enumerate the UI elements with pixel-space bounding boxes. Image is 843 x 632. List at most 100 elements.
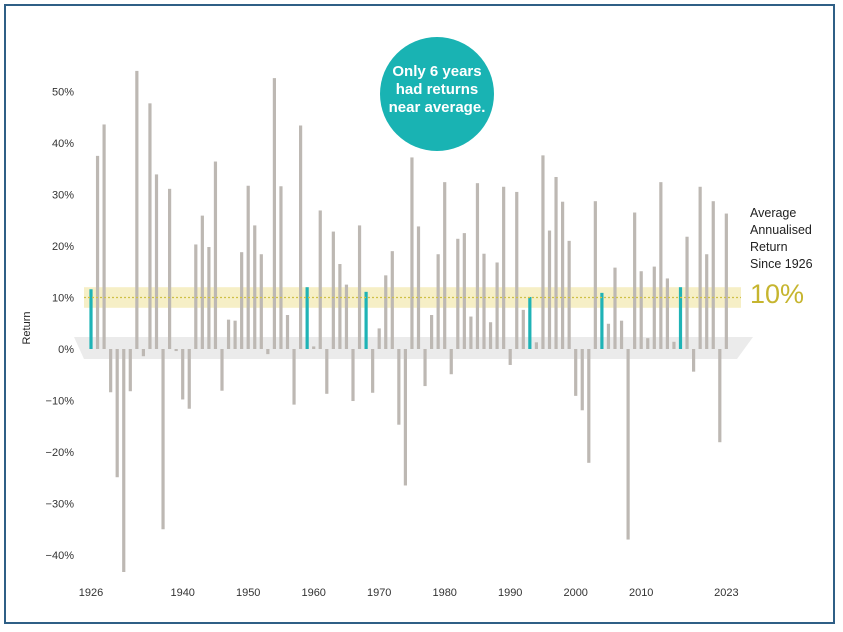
bar-1973 <box>397 349 401 425</box>
bar-1955 <box>279 186 283 349</box>
bar-1995 <box>541 155 545 349</box>
bar-1953 <box>266 349 270 355</box>
returns-bar-chart: 50%40%30%20%10%0%−10%−20%−30%−40% 1926 19… <box>21 37 813 599</box>
bar-1937 <box>161 349 165 530</box>
bar-1940 <box>181 349 185 400</box>
bar-highlight-2004 <box>600 292 604 349</box>
bar-1990 <box>508 349 512 365</box>
bar-1928 <box>102 124 106 350</box>
bar-1958 <box>299 125 303 350</box>
bar-1971 <box>384 275 388 349</box>
bar-2019 <box>698 186 702 349</box>
bar-1982 <box>456 238 460 349</box>
y-tick-label: 10% <box>52 293 74 305</box>
avg-label-line-3: Return <box>750 240 788 254</box>
bar-1970 <box>377 328 381 349</box>
bar-1948 <box>233 320 237 349</box>
bar-1978 <box>430 315 434 349</box>
bar-1977 <box>423 349 427 387</box>
bar-1936 <box>154 174 159 349</box>
bar-1985 <box>475 183 480 349</box>
bar-1976 <box>416 226 421 349</box>
bar-2013 <box>659 182 663 349</box>
average-annotation: Average Annualised Return Since 1926 10% <box>750 206 813 309</box>
bar-1965 <box>344 284 349 349</box>
bar-1969 <box>371 349 375 393</box>
bar-1991 <box>515 191 519 349</box>
bar-2007 <box>619 320 624 349</box>
bar-2010 <box>639 271 643 349</box>
bar-1942 <box>194 244 198 349</box>
bar-1947 <box>226 319 231 349</box>
bar-2008 <box>626 349 630 540</box>
x-tick-label: 1980 <box>432 587 456 599</box>
bar-1979 <box>436 254 440 349</box>
bar-2000 <box>574 349 578 396</box>
bar-1963 <box>331 231 335 349</box>
bar-1994 <box>534 342 538 349</box>
bar-1984 <box>469 316 473 349</box>
bar-2020 <box>705 254 709 349</box>
bar-highlight-1968 <box>364 291 368 349</box>
bar-1998 <box>561 201 565 349</box>
bar-1987 <box>488 322 493 349</box>
bar-1964 <box>338 264 342 349</box>
bar-1941 <box>187 349 191 409</box>
bar-1927 <box>95 155 100 349</box>
y-axis-label: Return <box>21 311 33 344</box>
x-tick-label: 2010 <box>629 587 653 599</box>
bar-2002 <box>587 349 591 463</box>
bar-1957 <box>292 349 296 405</box>
y-axis-ticks: 50% 40% 30% 20% 10% 0% −10% −20% −30% −40% <box>46 87 75 563</box>
bar-highlight-2016 <box>678 287 683 349</box>
bar-highlight-1993 <box>528 296 532 349</box>
bar-1933 <box>135 70 139 350</box>
bar-1951 <box>253 225 257 349</box>
bar-1974 <box>403 349 407 486</box>
bar-highlight-1926 <box>89 289 93 349</box>
callout-line-3: near average. <box>389 99 486 116</box>
bar-1972 <box>390 251 394 349</box>
bar-1980 <box>443 182 447 349</box>
callout-bubble-circle <box>380 37 494 151</box>
bar-highlight-1959 <box>305 287 309 349</box>
bar-1932 <box>128 349 132 392</box>
callout-line-2: had returns <box>396 81 479 98</box>
avg-label-line-2: Annualised <box>750 223 812 237</box>
x-axis-ticks: 1926 1940 1950 1960 1970 1980 1990 2000 2010 2023 <box>79 587 739 599</box>
bar-1950 <box>246 185 250 349</box>
bar-1943 <box>200 215 204 349</box>
bar-1961 <box>318 210 322 349</box>
bar-1954 <box>272 78 276 350</box>
bar-1945 <box>213 161 218 349</box>
bar-2003 <box>593 201 597 349</box>
bar-1929 <box>109 349 113 393</box>
bar-2018 <box>692 349 696 372</box>
callout-line-1: Only 6 years <box>392 63 481 80</box>
bar-2009 <box>633 212 637 349</box>
bar-1962 <box>325 349 329 394</box>
y-tick-label: −30% <box>46 499 75 511</box>
y-tick-label: 40% <box>52 138 74 150</box>
bar-1952 <box>259 254 263 349</box>
x-tick-label: 1970 <box>367 587 391 599</box>
bar-1934 <box>141 349 145 357</box>
bar-2023 <box>724 213 728 349</box>
x-tick-label: 2023 <box>714 587 738 599</box>
bar-1983 <box>462 233 466 349</box>
x-tick-label: 1950 <box>236 587 260 599</box>
avg-label-line-1: Average <box>750 206 796 220</box>
x-tick-label: 1940 <box>170 587 194 599</box>
bar-2006 <box>613 267 617 349</box>
bar-1930 <box>115 349 119 478</box>
bar-1975 <box>410 157 414 349</box>
bar-1988 <box>495 262 499 349</box>
chart-frame: 50% 40% 30% 20% 10% 0% −10% −20% −30% −40% 1926 19… <box>4 4 835 624</box>
bar-2011 <box>646 338 650 349</box>
callout-bubble: Only 6 years had returns near average. <box>380 37 494 151</box>
bar-1931 <box>122 349 126 572</box>
avg-label-line-4: Since 1926 <box>750 257 813 271</box>
bar-1938 <box>168 188 172 349</box>
bar-2021 <box>711 201 715 349</box>
y-tick-label: 30% <box>52 190 74 202</box>
